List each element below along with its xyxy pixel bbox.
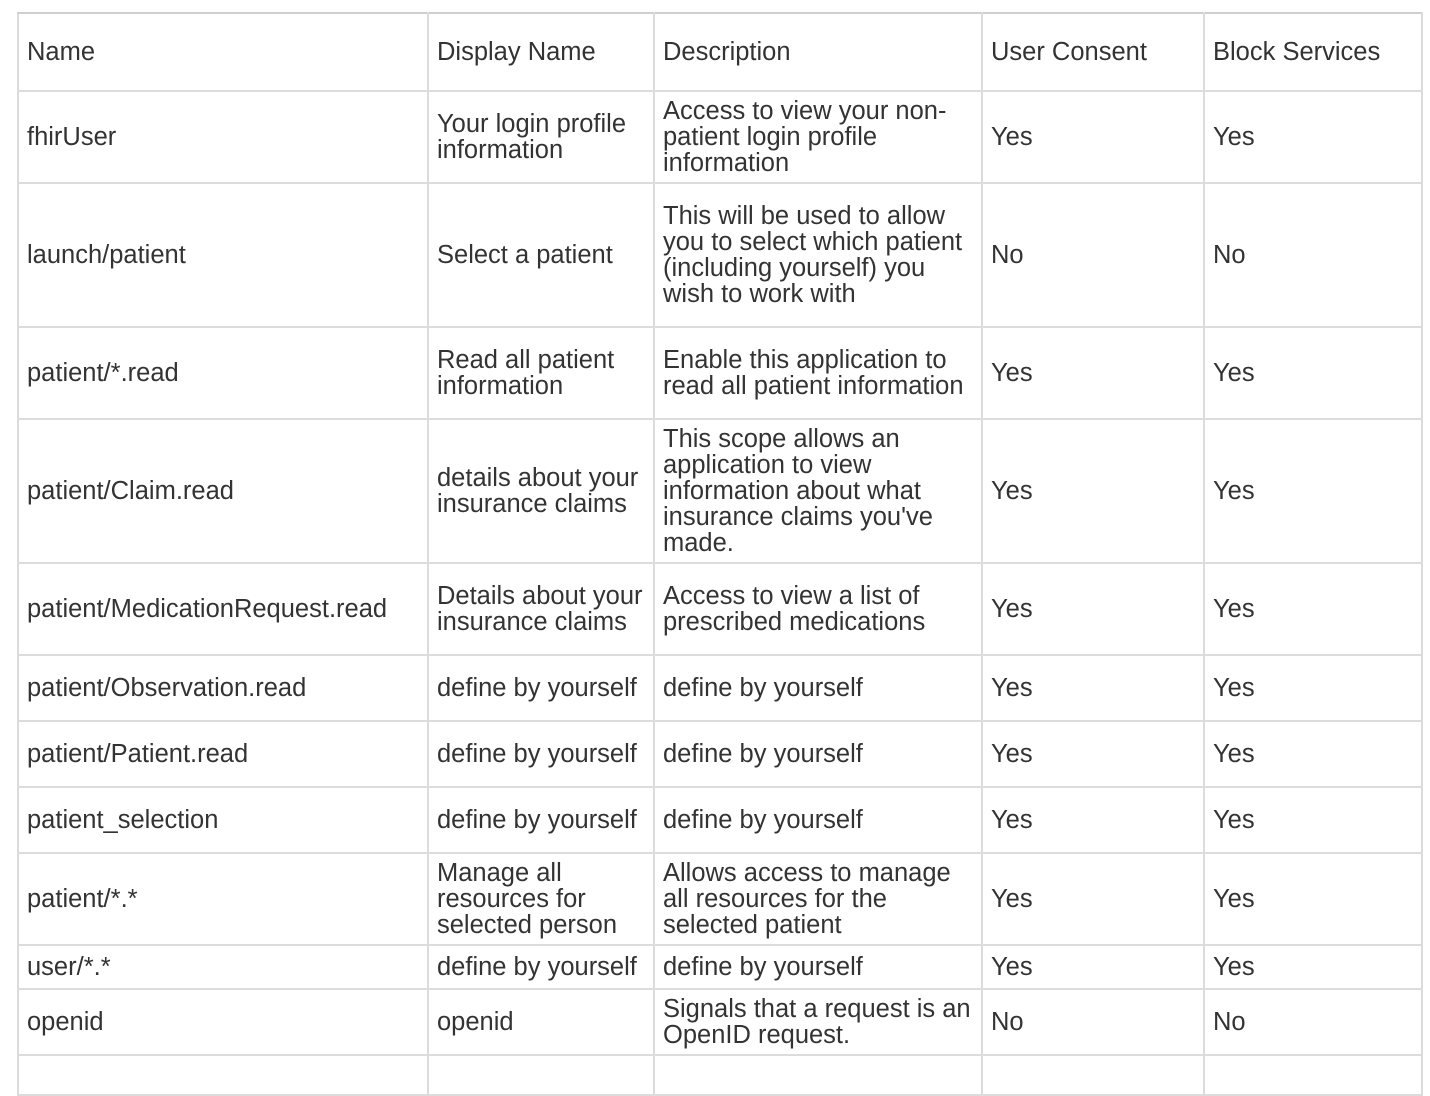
cell-name: fhirUser xyxy=(17,90,429,184)
cell-display-name: Read all patient information xyxy=(427,326,655,420)
cell-display-name: define by yourself xyxy=(427,786,655,854)
cell-display-name: Manage all resources for selected person xyxy=(427,852,655,946)
cell-name: openid xyxy=(17,988,429,1056)
cell-block-services: Yes xyxy=(1203,654,1423,722)
cell-display-name: Details about your insurance claims xyxy=(427,562,655,656)
table-row: openid openid Signals that a request is … xyxy=(17,988,1423,1056)
cell-display-name: Your login profile information xyxy=(427,90,655,184)
cell-user-consent: Yes xyxy=(981,852,1205,946)
cell-block-services: Yes xyxy=(1203,562,1423,656)
cell-name: user/*.* xyxy=(17,944,429,990)
cell-name: patient/*.read xyxy=(17,326,429,420)
cell-display-name: Select a patient xyxy=(427,182,655,328)
cell-name: patient/Patient.read xyxy=(17,720,429,788)
cell-description: This will be used to allow you to select… xyxy=(653,182,983,328)
cell-name: patient/MedicationRequest.read xyxy=(17,562,429,656)
cell-description: define by yourself xyxy=(653,654,983,722)
cell-block-services: Yes xyxy=(1203,786,1423,854)
cell-display-name: details about your insurance claims xyxy=(427,418,655,564)
cell-user-consent: No xyxy=(981,182,1205,328)
table-row: patient/MedicationRequest.read Details a… xyxy=(17,562,1423,656)
cell-user-consent: Yes xyxy=(981,720,1205,788)
cell-name: launch/patient xyxy=(17,182,429,328)
header-name: Name xyxy=(17,12,429,92)
cell-user-consent xyxy=(981,1054,1205,1096)
cell-description: define by yourself xyxy=(653,786,983,854)
table-body: fhirUser Your login profile information … xyxy=(17,90,1423,1096)
cell-name: patient/*.* xyxy=(17,852,429,946)
cell-display-name xyxy=(427,1054,655,1096)
cell-display-name: define by yourself xyxy=(427,654,655,722)
cell-block-services: Yes xyxy=(1203,944,1423,990)
cell-block-services: Yes xyxy=(1203,852,1423,946)
cell-name: patient_selection xyxy=(17,786,429,854)
cell-display-name: define by yourself xyxy=(427,720,655,788)
cell-block-services: Yes xyxy=(1203,90,1423,184)
cell-block-services: No xyxy=(1203,988,1423,1056)
table-row: patient/Observation.read define by yours… xyxy=(17,654,1423,722)
cell-description: Enable this application to read all pati… xyxy=(653,326,983,420)
table-header-row: Name Display Name Description User Conse… xyxy=(17,12,1423,92)
cell-block-services xyxy=(1203,1054,1423,1096)
cell-description: This scope allows an application to view… xyxy=(653,418,983,564)
cell-description xyxy=(653,1054,983,1096)
table-row: launch/patient Select a patient This wil… xyxy=(17,182,1423,328)
header-description: Description xyxy=(653,12,983,92)
cell-description: define by yourself xyxy=(653,944,983,990)
header-block-services: Block Services xyxy=(1203,12,1423,92)
table-row: patient/Claim.read details about your in… xyxy=(17,418,1423,564)
table-row: fhirUser Your login profile information … xyxy=(17,90,1423,184)
cell-user-consent: No xyxy=(981,988,1205,1056)
cell-user-consent: Yes xyxy=(981,562,1205,656)
cell-user-consent: Yes xyxy=(981,326,1205,420)
cell-user-consent: Yes xyxy=(981,654,1205,722)
table-row xyxy=(17,1054,1423,1096)
cell-display-name: openid xyxy=(427,988,655,1056)
cell-description: Signals that a request is an OpenID requ… xyxy=(653,988,983,1056)
table-row: patient/*.* Manage all resources for sel… xyxy=(17,852,1423,946)
cell-user-consent: Yes xyxy=(981,418,1205,564)
cell-description: Access to view a list of prescribed medi… xyxy=(653,562,983,656)
table-row: patient_selection define by yourself def… xyxy=(17,786,1423,854)
cell-block-services: No xyxy=(1203,182,1423,328)
cell-description: define by yourself xyxy=(653,720,983,788)
cell-block-services: Yes xyxy=(1203,418,1423,564)
table-row: user/*.* define by yourself define by yo… xyxy=(17,944,1423,990)
cell-description: Access to view your non-patient login pr… xyxy=(653,90,983,184)
cell-name xyxy=(17,1054,429,1096)
cell-name: patient/Claim.read xyxy=(17,418,429,564)
scopes-table: Name Display Name Description User Conse… xyxy=(17,12,1423,1096)
table-row: patient/*.read Read all patient informat… xyxy=(17,326,1423,420)
cell-user-consent: Yes xyxy=(981,944,1205,990)
cell-block-services: Yes xyxy=(1203,326,1423,420)
cell-user-consent: Yes xyxy=(981,90,1205,184)
cell-name: patient/Observation.read xyxy=(17,654,429,722)
cell-user-consent: Yes xyxy=(981,786,1205,854)
header-display-name: Display Name xyxy=(427,12,655,92)
cell-block-services: Yes xyxy=(1203,720,1423,788)
table-row: patient/Patient.read define by yourself … xyxy=(17,720,1423,788)
cell-display-name: define by yourself xyxy=(427,944,655,990)
header-user-consent: User Consent xyxy=(981,12,1205,92)
cell-description: Allows access to manage all resources fo… xyxy=(653,852,983,946)
